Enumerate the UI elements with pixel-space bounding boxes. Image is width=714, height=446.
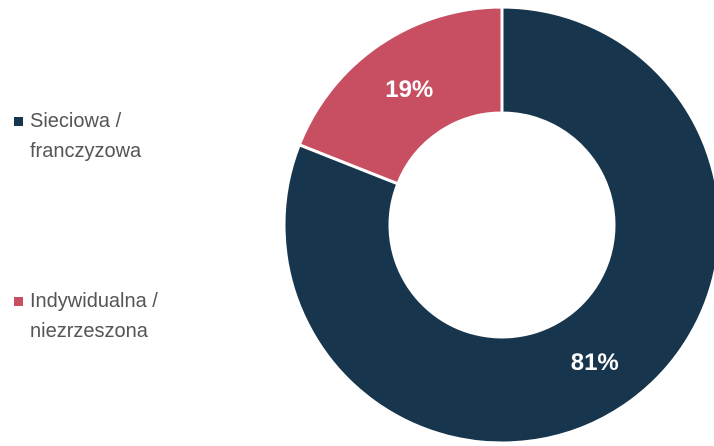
data-label: 19% [385,76,433,103]
legend-item: Indywidualna / niezrzeszona [14,286,194,346]
legend-swatch [14,297,23,306]
legend-label: Sieciowa / franczyzowa [30,110,142,162]
legend-label: Indywidualna / niezrzeszona [30,290,158,342]
donut-slice [282,5,714,445]
legend-item: Sieciowa / franczyzowa [14,106,194,166]
legend-swatch [14,117,23,126]
data-label: 81% [571,349,619,376]
donut-slice [297,5,504,186]
